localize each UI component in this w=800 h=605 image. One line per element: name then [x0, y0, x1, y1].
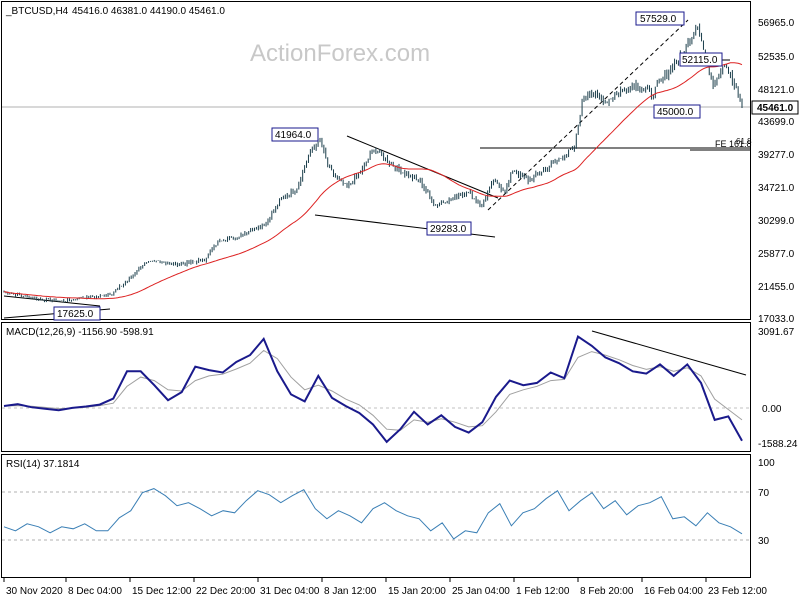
annotation-45000: 45000.0 — [653, 104, 701, 119]
x-tick-label: 8 Feb 20:00 — [580, 586, 634, 597]
upper-trendline — [346, 135, 499, 199]
price-tick: 17033.0 — [758, 314, 795, 325]
annotation-29283: 29283.0 — [426, 221, 472, 236]
price-tick: 48121.0 — [758, 85, 795, 96]
macd-tick-bottom: -1588.24 — [758, 439, 798, 450]
rsi-line — [3, 488, 743, 540]
x-tick-label: 15 Dec 12:00 — [132, 586, 192, 597]
candles-group — [3, 23, 743, 303]
x-tick-label: 25 Jan 04:00 — [452, 586, 510, 597]
price-tick: 34721.0 — [758, 183, 795, 194]
price-tick: 25877.0 — [758, 249, 795, 260]
price-tick: 30299.0 — [758, 216, 795, 227]
x-tick-label: 8 Dec 04:00 — [68, 586, 122, 597]
annotation-57529: 57529.0 — [635, 11, 685, 26]
price-tick: 52535.0 — [758, 52, 795, 63]
annotation-57529-text: 57529.0 — [640, 14, 677, 25]
price-tick: 39277.0 — [758, 150, 795, 161]
price-tick: 21455.0 — [758, 282, 795, 293]
price-axis: 56965.0 52535.0 48121.0 43699.0 39277.0 … — [758, 18, 795, 325]
x-tick-label: 8 Jan 12:00 — [324, 586, 377, 597]
annotation-29283-text: 29283.0 — [430, 224, 467, 235]
last-price-text: 45461.0 — [757, 103, 794, 114]
macd-divergence-line — [591, 330, 747, 376]
macd-tick-top: 3091.67 — [758, 327, 795, 338]
rsi-panel-frame — [1, 454, 751, 578]
macd-main-line — [3, 335, 743, 444]
moving-average-line — [3, 62, 743, 300]
price-tick: 43699.0 — [758, 117, 795, 128]
annotation-52115-text: 52115.0 — [682, 55, 718, 66]
x-axis: 30 Nov 2020 8 Dec 04:00 15 Dec 12:00 22 Dec… — [3, 578, 767, 597]
watermark: ActionForex.com — [250, 40, 430, 67]
x-tick-label: 16 Feb 04:00 — [644, 586, 703, 597]
macd-signal-line — [3, 349, 743, 431]
rsi-tick-30: 30 — [758, 536, 770, 547]
ohlc-label: 45416.0 46381.0 44190.0 45461.0 — [72, 6, 225, 17]
symbol-label: _BTCUSD,H4 — [5, 6, 69, 17]
annotation-41964-text: 41964.0 — [275, 130, 312, 141]
macd-label: MACD(12,26,9) -1156.90 -598.91 — [6, 327, 154, 338]
fe-161-label: FE 161.8 — [715, 139, 752, 149]
x-tick-label: 15 Jan 20:00 — [388, 586, 446, 597]
rsi-tick-100: 100 — [758, 458, 775, 469]
x-tick-label: 1 Feb 12:00 — [516, 586, 570, 597]
annotation-52115: 52115.0 — [679, 52, 723, 67]
annotation-41964: 41964.0 — [271, 127, 319, 142]
macd-tick-zero: 0.00 — [762, 404, 782, 415]
dashed-trendline — [487, 19, 689, 211]
price-panel-frame — [1, 1, 751, 320]
annotation-17625-text: 17625.0 — [57, 309, 94, 320]
annotation-45000-text: 45000.0 — [657, 107, 694, 118]
annotation-17625: 17625.0 — [53, 306, 101, 321]
macd-panel-frame — [1, 322, 751, 452]
price-tick: 56965.0 — [758, 18, 795, 29]
rsi-tick-70: 70 — [758, 488, 770, 499]
fib-61-label: 61.8 — [736, 137, 752, 146]
x-tick-label: 30 Nov 2020 — [6, 586, 63, 597]
rsi-label: RSI(14) 37.1814 — [6, 459, 80, 470]
x-tick-label: 31 Dec 04:00 — [260, 586, 320, 597]
x-tick-label: 22 Dec 20:00 — [196, 586, 256, 597]
last-price-badge: 45461.0 — [751, 100, 799, 115]
x-tick-label: 23 Feb 12:00 — [708, 586, 767, 597]
